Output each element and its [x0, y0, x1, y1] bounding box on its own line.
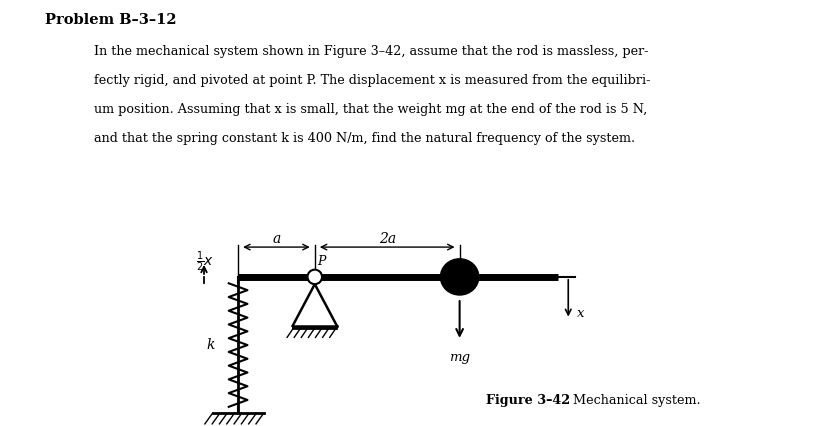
Text: a: a — [272, 233, 280, 246]
Text: k: k — [206, 338, 215, 352]
Text: 2a: 2a — [378, 233, 395, 246]
Text: P: P — [317, 254, 325, 268]
Text: x: x — [577, 307, 584, 320]
Ellipse shape — [440, 259, 479, 295]
Text: fectly rigid, and pivoted at point P. The displacement x is measured from the eq: fectly rigid, and pivoted at point P. Th… — [94, 74, 650, 87]
Text: Mechanical system.: Mechanical system. — [561, 394, 701, 407]
Text: mg: mg — [449, 351, 470, 365]
Text: Problem B–3–12: Problem B–3–12 — [45, 13, 176, 27]
Circle shape — [307, 270, 322, 284]
Text: um position. Assuming that x is small, that the weight mg at the end of the rod : um position. Assuming that x is small, t… — [94, 103, 647, 116]
Text: Figure 3–42: Figure 3–42 — [486, 394, 570, 407]
Text: and that the spring constant k is 400 N/m, find the natural frequency of the sys: and that the spring constant k is 400 N/… — [94, 132, 635, 145]
Text: In the mechanical system shown in Figure 3–42, assume that the rod is massless, : In the mechanical system shown in Figure… — [94, 45, 649, 58]
Text: $\frac{1}{2}$$x$: $\frac{1}{2}$$x$ — [196, 250, 215, 274]
